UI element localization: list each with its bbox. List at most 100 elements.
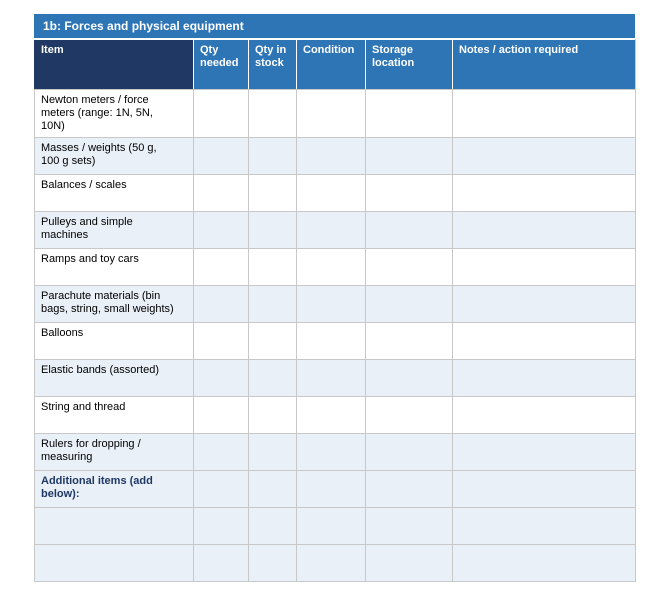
notes-cell[interactable]: [452, 211, 636, 249]
notes-cell[interactable]: [452, 137, 636, 175]
notes-cell[interactable]: [452, 544, 636, 582]
condition-cell[interactable]: [296, 433, 366, 471]
notes-cell[interactable]: [452, 396, 636, 434]
table-row: String and thread: [34, 396, 636, 434]
condition-cell[interactable]: [296, 396, 366, 434]
item-cell[interactable]: Balloons: [34, 322, 194, 360]
item-cell[interactable]: Additional items (add below):: [34, 470, 194, 508]
qty-in-stock-cell[interactable]: [248, 211, 297, 249]
qty-needed-cell[interactable]: [193, 396, 249, 434]
table-title: 1b: Forces and physical equipment: [34, 14, 635, 38]
column-header-storage-location: Storage location: [365, 39, 453, 90]
qty-needed-cell[interactable]: [193, 174, 249, 212]
condition-cell[interactable]: [296, 285, 366, 323]
table-row: Pulleys and simple machines: [34, 211, 636, 249]
table-row: Rulers for dropping / measuring: [34, 433, 636, 471]
notes-cell[interactable]: [452, 89, 636, 138]
qty-needed-cell[interactable]: [193, 89, 249, 138]
notes-cell[interactable]: [452, 433, 636, 471]
storage-location-cell[interactable]: [365, 137, 453, 175]
column-header-qty-needed: Qty needed: [193, 39, 249, 90]
condition-cell[interactable]: [296, 137, 366, 175]
qty-needed-cell[interactable]: [193, 359, 249, 397]
qty-in-stock-cell[interactable]: [248, 137, 297, 175]
storage-location-cell[interactable]: [365, 396, 453, 434]
condition-cell[interactable]: [296, 470, 366, 508]
qty-needed-cell[interactable]: [193, 507, 249, 545]
table-row: Balances / scales: [34, 174, 636, 212]
storage-location-cell[interactable]: [365, 359, 453, 397]
qty-in-stock-cell[interactable]: [248, 322, 297, 360]
column-header-item: Item: [34, 39, 194, 90]
qty-needed-cell[interactable]: [193, 137, 249, 175]
item-cell[interactable]: Masses / weights (50 g, 100 g sets): [34, 137, 194, 175]
qty-in-stock-cell[interactable]: [248, 507, 297, 545]
qty-in-stock-cell[interactable]: [248, 544, 297, 582]
storage-location-cell[interactable]: [365, 544, 453, 582]
notes-cell[interactable]: [452, 174, 636, 212]
storage-location-cell[interactable]: [365, 470, 453, 508]
item-cell[interactable]: Ramps and toy cars: [34, 248, 194, 286]
item-cell[interactable]: Newton meters / force meters (range: 1N,…: [34, 89, 194, 138]
storage-location-cell[interactable]: [365, 211, 453, 249]
qty-needed-cell[interactable]: [193, 433, 249, 471]
condition-cell[interactable]: [296, 322, 366, 360]
inventory-grid: Item Qty needed Qty in stock Condition S…: [34, 39, 636, 582]
table-row: Parachute materials (bin bags, string, s…: [34, 285, 636, 323]
qty-in-stock-cell[interactable]: [248, 174, 297, 212]
condition-cell[interactable]: [296, 174, 366, 212]
condition-cell[interactable]: [296, 89, 366, 138]
qty-needed-cell[interactable]: [193, 285, 249, 323]
qty-in-stock-cell[interactable]: [248, 359, 297, 397]
qty-needed-cell[interactable]: [193, 470, 249, 508]
storage-location-cell[interactable]: [365, 322, 453, 360]
storage-location-cell[interactable]: [365, 248, 453, 286]
item-cell[interactable]: Parachute materials (bin bags, string, s…: [34, 285, 194, 323]
condition-cell[interactable]: [296, 248, 366, 286]
notes-cell[interactable]: [452, 470, 636, 508]
qty-in-stock-cell[interactable]: [248, 89, 297, 138]
storage-location-cell[interactable]: [365, 507, 453, 545]
table-row: Balloons: [34, 322, 636, 360]
notes-cell[interactable]: [452, 285, 636, 323]
qty-needed-cell[interactable]: [193, 544, 249, 582]
item-cell[interactable]: Elastic bands (assorted): [34, 359, 194, 397]
condition-cell[interactable]: [296, 359, 366, 397]
notes-cell[interactable]: [452, 507, 636, 545]
item-cell[interactable]: Pulleys and simple machines: [34, 211, 194, 249]
equipment-inventory-table: 1b: Forces and physical equipment Item Q…: [34, 14, 636, 582]
header-row: Item Qty needed Qty in stock Condition S…: [34, 39, 636, 90]
table-row: Newton meters / force meters (range: 1N,…: [34, 89, 636, 138]
qty-needed-cell[interactable]: [193, 248, 249, 286]
column-header-condition: Condition: [296, 39, 366, 90]
notes-cell[interactable]: [452, 248, 636, 286]
column-header-qty-in-stock-label: Qty in stock: [255, 44, 287, 69]
table-row: Ramps and toy cars: [34, 248, 636, 286]
storage-location-cell[interactable]: [365, 174, 453, 212]
column-header-notes: Notes / action required: [452, 39, 636, 90]
qty-in-stock-cell[interactable]: [248, 248, 297, 286]
storage-location-cell[interactable]: [365, 433, 453, 471]
notes-cell[interactable]: [452, 359, 636, 397]
condition-cell[interactable]: [296, 211, 366, 249]
qty-in-stock-cell[interactable]: [248, 470, 297, 508]
notes-cell[interactable]: [452, 322, 636, 360]
column-header-qty-needed-label: Qty needed: [200, 44, 239, 69]
qty-in-stock-cell[interactable]: [248, 285, 297, 323]
item-cell[interactable]: Rulers for dropping / measuring: [34, 433, 194, 471]
qty-in-stock-cell[interactable]: [248, 396, 297, 434]
item-cell[interactable]: [34, 544, 194, 582]
item-cell[interactable]: String and thread: [34, 396, 194, 434]
qty-in-stock-cell[interactable]: [248, 433, 297, 471]
table-row: Elastic bands (assorted): [34, 359, 636, 397]
item-cell[interactable]: Balances / scales: [34, 174, 194, 212]
table-row: Masses / weights (50 g, 100 g sets): [34, 137, 636, 175]
condition-cell[interactable]: [296, 544, 366, 582]
qty-needed-cell[interactable]: [193, 211, 249, 249]
storage-location-cell[interactable]: [365, 285, 453, 323]
storage-location-cell[interactable]: [365, 89, 453, 138]
qty-needed-cell[interactable]: [193, 322, 249, 360]
condition-cell[interactable]: [296, 507, 366, 545]
item-cell[interactable]: [34, 507, 194, 545]
